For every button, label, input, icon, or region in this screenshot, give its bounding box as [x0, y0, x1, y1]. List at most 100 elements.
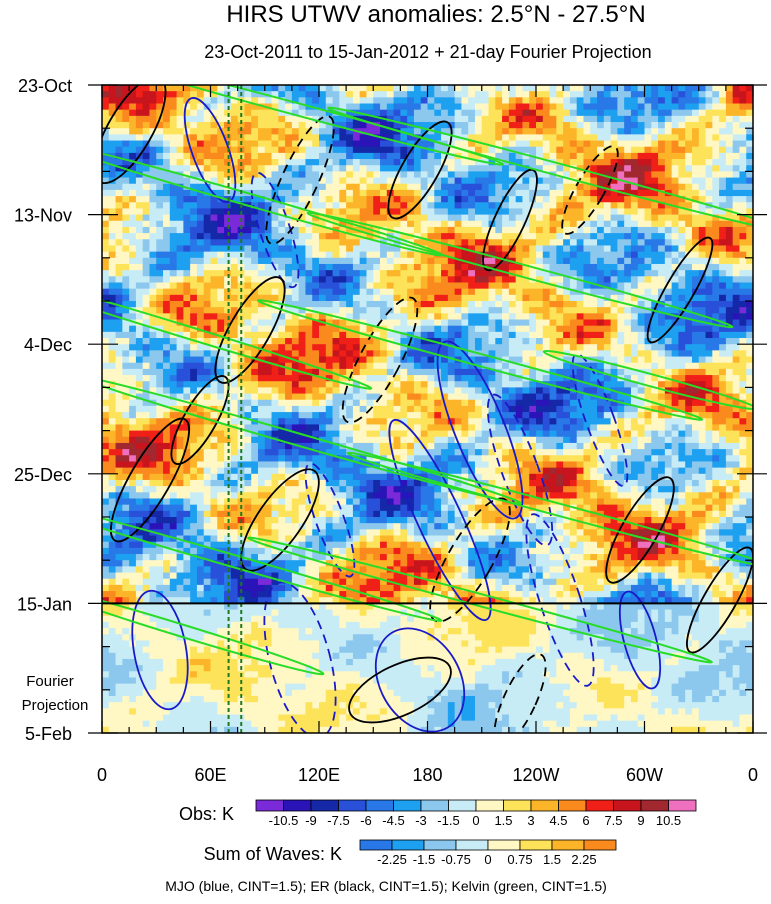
heatmap-cell: [664, 338, 673, 345]
heatmap-cell: [549, 177, 557, 185]
heatmap-cell: [719, 202, 727, 210]
heatmap-cell: [352, 251, 361, 259]
heatmap-cell: [536, 115, 544, 123]
heatmap-cell: [359, 393, 368, 401]
heatmap-cell: [190, 362, 198, 370]
heatmap-cell: [739, 159, 747, 166]
heatmap-cell: [427, 109, 435, 117]
heatmap-cell: [169, 165, 178, 172]
heatmap-cell: [169, 214, 178, 222]
heatmap-cell: [346, 270, 354, 277]
heatmap-cell: [319, 257, 327, 265]
heatmap-cell: [149, 140, 157, 148]
heatmap-cell: [115, 307, 123, 314]
heatmap-cell: [420, 109, 429, 117]
heatmap-cell: [556, 399, 564, 407]
heatmap-cell: [515, 226, 524, 234]
heatmap-cell: [542, 115, 551, 123]
heatmap-cell: [664, 91, 673, 98]
heatmap-cell: [149, 307, 157, 314]
heatmap-cell: [508, 214, 517, 222]
heatmap-cell: [305, 134, 313, 142]
heatmap-cell: [563, 245, 571, 253]
heatmap-cell: [556, 103, 564, 111]
heatmap-cell: [454, 214, 463, 222]
heatmap-cell: [583, 393, 591, 401]
heatmap-cell: [434, 313, 442, 321]
heatmap-cell: [244, 239, 252, 247]
heatmap-cell: [705, 251, 713, 259]
heatmap-cell: [529, 356, 537, 364]
heatmap-cell: [529, 202, 537, 210]
heatmap-cell: [454, 270, 463, 277]
heatmap-cell: [597, 109, 605, 117]
heatmap-cell: [610, 344, 618, 351]
heatmap-cell: [122, 109, 130, 117]
heatmap-cell: [407, 85, 415, 92]
heatmap-cell: [719, 257, 727, 265]
heatmap-cell: [386, 276, 395, 284]
heatmap-cell: [142, 183, 151, 191]
heatmap-cell: [102, 319, 110, 327]
heatmap-cell: [407, 134, 415, 142]
heatmap-cell: [719, 146, 727, 154]
heatmap-cell: [542, 128, 551, 135]
heatmap-cell: [196, 263, 205, 271]
heatmap-cell: [651, 282, 659, 290]
heatmap-cell: [420, 152, 429, 160]
heatmap-cell: [156, 387, 164, 395]
heatmap-cell: [678, 282, 686, 290]
heatmap-cell: [352, 356, 361, 364]
heatmap-cell: [135, 288, 144, 296]
heatmap-cell: [502, 177, 510, 185]
heatmap-cell: [102, 350, 110, 358]
heatmap-cell: [305, 85, 313, 92]
heatmap-cell: [142, 399, 151, 407]
heatmap-cell: [413, 387, 422, 395]
heatmap-cell: [603, 146, 612, 154]
heatmap-cell: [746, 202, 753, 210]
heatmap-cell: [732, 196, 741, 203]
heatmap-cell: [474, 208, 483, 216]
heatmap-cell: [569, 233, 578, 240]
heatmap-cell: [122, 202, 130, 210]
heatmap-cell: [196, 103, 205, 111]
heatmap-cell: [366, 208, 374, 216]
heatmap-cell: [522, 177, 530, 185]
heatmap-cell: [705, 307, 713, 314]
heatmap-cell: [319, 393, 327, 401]
heatmap-cell: [644, 387, 652, 395]
heatmap-cell: [115, 331, 123, 339]
heatmap-cell: [122, 128, 130, 135]
heatmap-cell: [366, 319, 374, 327]
heatmap-cell: [305, 399, 313, 407]
heatmap-cell: [163, 344, 171, 351]
heatmap-cell: [352, 140, 361, 148]
heatmap-cell: [217, 350, 225, 358]
heatmap-cell: [691, 368, 700, 376]
heatmap-cell: [203, 183, 212, 191]
heatmap-cell: [624, 183, 632, 191]
heatmap-cell: [217, 276, 225, 284]
heatmap-cell: [685, 208, 693, 216]
heatmap-cell: [196, 140, 205, 148]
heatmap-cell: [115, 368, 123, 376]
heatmap-cell: [244, 375, 252, 382]
heatmap-cell: [481, 115, 490, 123]
heatmap-cell: [576, 134, 585, 142]
heatmap-cell: [319, 128, 327, 135]
heatmap-cell: [156, 171, 164, 179]
heatmap-cell: [156, 251, 164, 259]
heatmap-cell: [298, 196, 307, 203]
heatmap-cell: [454, 91, 463, 98]
heatmap-cell: [129, 251, 137, 259]
heatmap-cell: [163, 183, 171, 191]
heatmap-cell: [122, 214, 130, 222]
heatmap-cell: [413, 282, 422, 290]
heatmap-cell: [563, 270, 571, 277]
heatmap-cell: [237, 387, 246, 395]
heatmap-cell: [454, 196, 463, 203]
heatmap-cell: [488, 109, 496, 117]
heatmap-cell: [142, 196, 151, 203]
heatmap-cell: [542, 270, 551, 277]
